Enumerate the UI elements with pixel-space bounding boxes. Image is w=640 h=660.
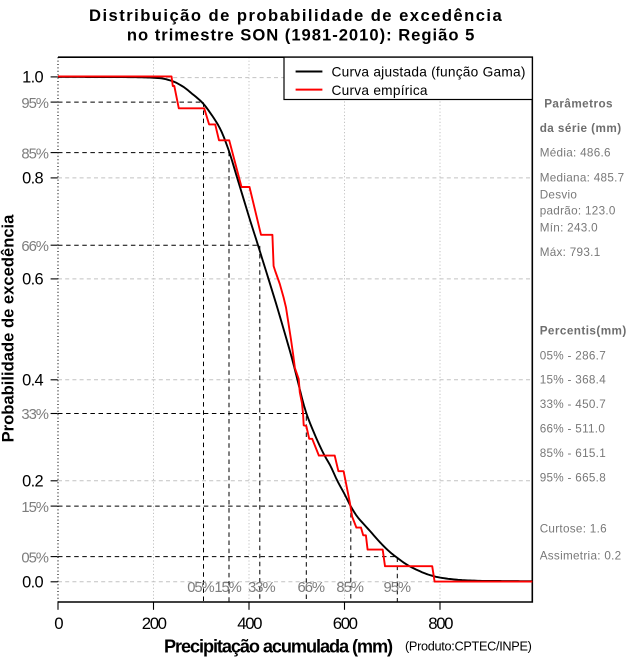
svg-text:da série (mm): da série (mm)	[540, 122, 622, 135]
svg-text:15%: 15%	[214, 580, 241, 596]
svg-text:0.0: 0.0	[22, 574, 43, 592]
svg-text:33%: 33%	[248, 580, 275, 596]
svg-text:Parâmetros: Parâmetros	[544, 97, 613, 110]
svg-text:padrão: 123.0: padrão: 123.0	[540, 205, 616, 218]
svg-text:95% - 665.8: 95% - 665.8	[540, 472, 606, 485]
svg-text:85%: 85%	[336, 580, 363, 596]
svg-text:85% - 615.1: 85% - 615.1	[540, 447, 606, 460]
svg-text:95%: 95%	[21, 96, 48, 112]
svg-text:0.8: 0.8	[22, 170, 43, 188]
svg-text:Precipitação acumulada (mm): Precipitação acumulada (mm)	[164, 637, 393, 657]
svg-text:66%: 66%	[298, 580, 325, 596]
svg-text:Distribuição de probabilidade: Distribuição de probabilidade de excedên…	[89, 6, 503, 25]
svg-text:0.2: 0.2	[22, 473, 43, 491]
svg-text:no trimestre SON (1981-2010):: no trimestre SON (1981-2010): Região 5	[127, 25, 475, 44]
svg-text:66%: 66%	[21, 239, 48, 255]
svg-text:Curva ajustada (função Gama): Curva ajustada (função Gama)	[332, 65, 526, 80]
svg-text:15%: 15%	[21, 500, 48, 516]
svg-text:0: 0	[54, 614, 63, 633]
svg-text:Percentis(mm): Percentis(mm)	[540, 324, 627, 337]
svg-text:0.4: 0.4	[22, 372, 43, 390]
svg-text:95%: 95%	[384, 580, 411, 596]
svg-text:800: 800	[428, 614, 453, 633]
svg-text:33%: 33%	[21, 407, 48, 423]
svg-text:Desvio: Desvio	[540, 188, 578, 201]
svg-text:600: 600	[333, 614, 358, 633]
svg-text:200: 200	[142, 614, 167, 633]
svg-text:33% - 450.7: 33% - 450.7	[540, 398, 606, 411]
svg-text:05%: 05%	[21, 550, 48, 566]
svg-text:66% - 511.0: 66% - 511.0	[540, 422, 606, 435]
svg-text:15% - 368.4: 15% - 368.4	[540, 374, 607, 387]
svg-text:Curtose: 1.6: Curtose: 1.6	[540, 523, 607, 536]
svg-text:Média: 486.6: Média: 486.6	[540, 146, 611, 159]
svg-text:85%: 85%	[21, 146, 48, 162]
svg-text:Probabilidade de excedência: Probabilidade de excedência	[0, 214, 18, 443]
svg-text:Mín: 243.0: Mín: 243.0	[540, 221, 598, 234]
svg-text:Mediana: 485.7: Mediana: 485.7	[540, 172, 625, 185]
svg-text:05% - 286.7: 05% - 286.7	[540, 350, 606, 363]
svg-text:05%: 05%	[187, 580, 214, 596]
svg-text:(Produto:CPTEC/INPE): (Produto:CPTEC/INPE)	[405, 639, 532, 653]
svg-text:400: 400	[237, 614, 262, 633]
svg-text:0.6: 0.6	[22, 271, 43, 289]
svg-text:Assimetria: 0.2: Assimetria: 0.2	[540, 549, 622, 562]
svg-text:1.0: 1.0	[22, 69, 43, 87]
svg-text:Curva empírica: Curva empírica	[332, 83, 428, 98]
svg-text:Máx: 793.1: Máx: 793.1	[540, 246, 601, 259]
